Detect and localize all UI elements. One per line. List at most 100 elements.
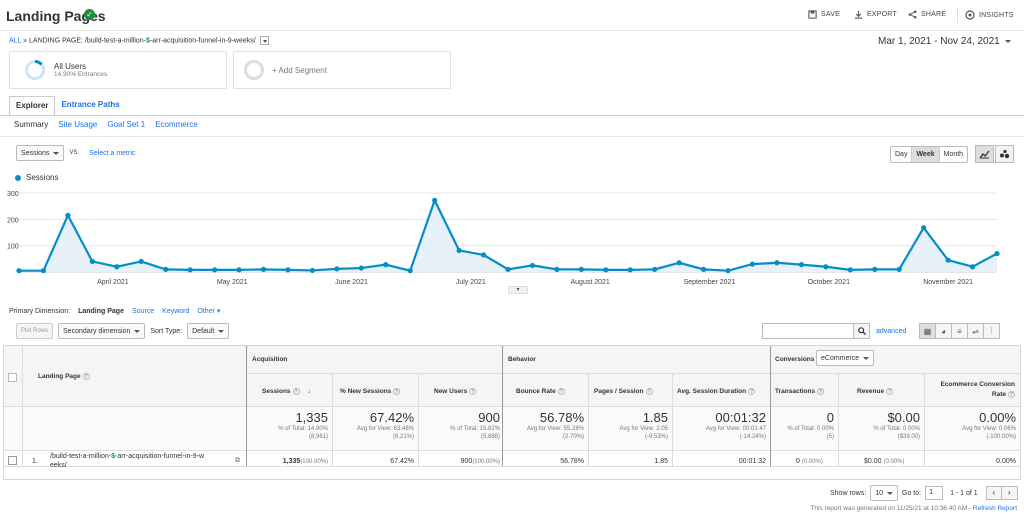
tab-explorer[interactable]: Explorer xyxy=(9,96,56,116)
sessions-point[interactable] xyxy=(260,266,267,272)
sessions-point[interactable] xyxy=(187,267,193,273)
row-checkbox[interactable] xyxy=(8,456,17,465)
sessions-point[interactable] xyxy=(627,267,633,273)
sessions-point[interactable] xyxy=(138,258,144,265)
sessions-point[interactable] xyxy=(652,266,658,272)
external-link-icon[interactable]: ⧉ xyxy=(235,457,240,464)
performance-view-button[interactable]: ≡ xyxy=(951,323,968,339)
sessions-point[interactable] xyxy=(872,266,878,272)
subtab-goal-set-1[interactable]: Goal Set 1 xyxy=(107,120,146,129)
next-page-button[interactable]: › xyxy=(1001,486,1018,500)
breadcrumb-dropdown[interactable] xyxy=(259,36,269,45)
landing-page-header[interactable]: Landing Page? xyxy=(38,373,90,380)
sessions-point[interactable] xyxy=(798,262,805,268)
sessions-point[interactable] xyxy=(163,266,169,272)
sessions-point[interactable] xyxy=(65,212,71,218)
subtab-ecommerce[interactable]: Ecommerce xyxy=(155,120,198,129)
metric-select[interactable]: Sessions xyxy=(16,145,65,161)
sessions-point[interactable] xyxy=(774,260,780,266)
motion-chart-button[interactable] xyxy=(995,145,1014,163)
advanced-link[interactable]: advanced xyxy=(876,327,907,335)
sessions-point[interactable] xyxy=(285,267,291,273)
sessions-point[interactable] xyxy=(89,258,95,265)
sessions-point[interactable] xyxy=(309,267,315,274)
data-table-view-button[interactable]: ▦ xyxy=(919,323,936,339)
sessions-point[interactable] xyxy=(358,265,364,271)
table-search-input[interactable] xyxy=(762,323,854,339)
line-chart-button[interactable] xyxy=(975,145,994,163)
col-transactions[interactable]: Transactions? xyxy=(775,388,825,395)
segment-all-users[interactable]: All Users 14.90% Entrances xyxy=(9,51,227,89)
sort-type-select[interactable]: Default xyxy=(187,323,230,339)
share-button[interactable]: SHARE xyxy=(908,10,946,19)
dimension-other[interactable]: Other ▾ xyxy=(197,308,221,315)
sessions-point[interactable] xyxy=(969,264,976,270)
breadcrumb-all-link[interactable]: ALL xyxy=(9,37,22,45)
sessions-point[interactable] xyxy=(456,247,462,254)
granularity-month[interactable]: Month xyxy=(943,151,964,158)
date-range-picker[interactable]: Mar 1, 2021 - Nov 24, 2021 xyxy=(878,36,1011,47)
prev-page-button[interactable]: ‹ xyxy=(985,486,1002,500)
insights-button[interactable]: INSIGHTS xyxy=(965,10,1014,20)
sessions-point[interactable] xyxy=(603,267,609,273)
sessions-point[interactable] xyxy=(945,257,951,263)
dimension-keyword[interactable]: Keyword xyxy=(162,307,190,315)
col-conversion-rate[interactable]: Ecommerce Conversion Rate? xyxy=(929,380,1015,400)
search-button[interactable] xyxy=(854,323,870,339)
refresh-report-link[interactable]: Refresh Report xyxy=(972,505,1017,512)
row-landing-page-link[interactable]: /build-test-a-million-$-arr-acquisition-… xyxy=(50,452,240,470)
rows-per-page-select[interactable]: 10 xyxy=(870,485,898,501)
sessions-point[interactable] xyxy=(334,266,340,272)
col-new-sessions[interactable]: % New Sessions? xyxy=(340,388,401,395)
add-segment-button[interactable]: + Add Segment xyxy=(233,51,451,89)
pie-view-button[interactable]: ◕ xyxy=(935,323,952,339)
sessions-point[interactable] xyxy=(212,267,218,273)
col-avg-duration[interactable]: Avg. Session Duration? xyxy=(677,388,756,395)
secondary-dimension-select[interactable]: Secondary dimension xyxy=(58,323,146,339)
sessions-point[interactable] xyxy=(529,262,536,269)
chevron-down-icon xyxy=(53,151,60,158)
subtab-site-usage[interactable]: Site Usage xyxy=(58,120,98,129)
col-new-users[interactable]: New Users? xyxy=(434,388,477,395)
sessions-point[interactable] xyxy=(16,268,22,274)
granularity-day[interactable]: Day xyxy=(891,147,913,162)
granularity-week[interactable]: Week xyxy=(912,147,940,162)
primary-dimension-active[interactable]: Landing Page xyxy=(78,307,124,315)
sessions-point[interactable] xyxy=(725,268,731,274)
comparison-view-button[interactable]: ⇌ xyxy=(967,323,984,339)
dimension-source[interactable]: Source xyxy=(131,307,155,315)
save-button[interactable]: SAVE xyxy=(808,10,840,19)
sessions-point[interactable] xyxy=(383,262,389,268)
sessions-point[interactable] xyxy=(749,261,756,267)
sessions-point[interactable] xyxy=(578,266,584,272)
sessions-point[interactable] xyxy=(896,266,902,272)
select-metric-link[interactable]: Select a metric xyxy=(89,149,136,157)
goto-input[interactable]: 1 xyxy=(925,486,944,500)
sessions-point[interactable] xyxy=(921,225,927,231)
plot-rows-button[interactable]: Plot Rows xyxy=(16,323,54,339)
sessions-point[interactable] xyxy=(505,266,511,272)
collapse-chart-handle[interactable]: ▾ xyxy=(508,286,528,294)
sessions-point[interactable] xyxy=(407,268,413,274)
col-revenue[interactable]: Revenue? xyxy=(857,388,894,395)
col-sessions[interactable]: Sessions? ↓ xyxy=(262,388,311,395)
tab-entrance-paths[interactable]: Entrance Paths xyxy=(61,100,120,109)
col-pages-session[interactable]: Pages / Session? xyxy=(594,388,653,395)
sessions-point[interactable] xyxy=(847,267,853,273)
sessions-point[interactable] xyxy=(236,267,242,273)
sessions-point[interactable] xyxy=(676,260,682,266)
sessions-point[interactable] xyxy=(114,264,120,270)
subtab-summary[interactable]: Summary xyxy=(14,120,49,129)
select-all-checkbox[interactable] xyxy=(8,373,17,382)
sessions-point[interactable] xyxy=(994,250,1000,257)
export-button[interactable]: EXPORT xyxy=(854,10,897,19)
sessions-point[interactable] xyxy=(823,264,829,270)
conversions-type-select[interactable]: eCommerce xyxy=(816,350,875,366)
sessions-point[interactable] xyxy=(480,252,487,258)
sessions-point[interactable] xyxy=(40,268,47,274)
sessions-point[interactable] xyxy=(432,197,438,203)
sessions-point[interactable] xyxy=(701,266,707,272)
sessions-point[interactable] xyxy=(554,266,560,272)
col-bounce-rate[interactable]: Bounce Rate? xyxy=(516,388,565,395)
pivot-view-button[interactable]: ⦙ xyxy=(983,323,1000,339)
